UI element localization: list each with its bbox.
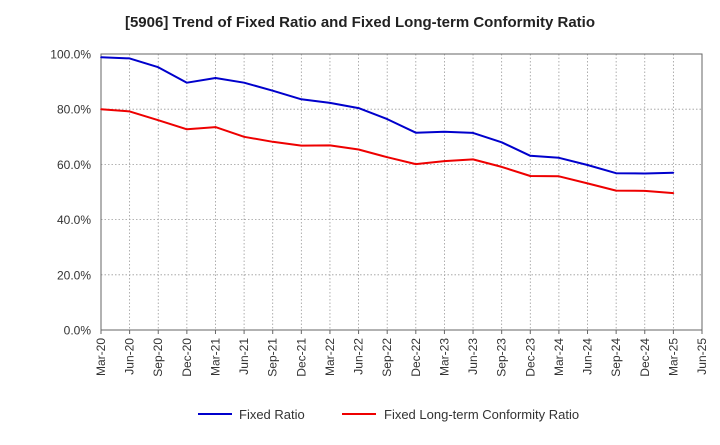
data-point: [672, 171, 675, 174]
x-tick-label: Mar-23: [437, 338, 451, 376]
data-point: [586, 182, 589, 185]
y-tick-label: 20.0%: [57, 268, 91, 282]
data-point: [558, 156, 560, 159]
x-tick-label: Jun-23: [466, 338, 480, 375]
data-point: [672, 192, 675, 194]
data-point: [415, 163, 417, 165]
chart-title: [5906] Trend of Fixed Ratio and Fixed Lo…: [124, 14, 596, 31]
x-tick-label: Jun-24: [581, 338, 595, 375]
data-point: [615, 172, 617, 175]
y-tick-label: 0.0%: [64, 324, 92, 338]
data-point: [643, 172, 646, 175]
data-point: [586, 164, 589, 166]
legend-label: Fixed Long-term Conformity Ratio: [384, 407, 579, 422]
x-tick-label: Sep-21: [266, 338, 280, 377]
x-tick-label: Jun-22: [352, 338, 366, 375]
data-point: [529, 155, 532, 157]
data-point: [415, 131, 417, 134]
data-point: [100, 56, 102, 59]
legend-label: Fixed Ratio: [239, 407, 305, 422]
data-point: [300, 144, 303, 147]
x-tick-label: Dec-21: [294, 338, 308, 377]
plot-area: [101, 54, 702, 330]
data-point: [357, 148, 360, 151]
data-point: [357, 107, 360, 109]
x-tick-label: Mar-21: [208, 338, 222, 376]
y-tick-label: 100.0%: [50, 48, 91, 62]
x-tick-label: Mar-20: [94, 338, 108, 376]
data-point: [443, 160, 446, 162]
x-tick-label: Mar-22: [323, 338, 337, 376]
data-point: [386, 118, 388, 120]
data-point: [100, 108, 102, 110]
data-point: [186, 81, 188, 84]
data-point: [529, 175, 532, 177]
data-point: [186, 128, 188, 131]
data-point: [500, 166, 503, 168]
plot-frame: [100, 53, 703, 331]
data-point: [615, 189, 617, 192]
data-point: [214, 126, 217, 128]
data-point: [300, 98, 303, 101]
x-tick-label: Sep-24: [609, 338, 623, 377]
data-point: [558, 175, 560, 178]
data-point: [329, 102, 331, 104]
data-point: [643, 190, 646, 192]
x-tick-label: Jun-20: [123, 338, 137, 375]
x-tick-label: Jun-25: [695, 338, 709, 375]
x-tick-label: Mar-25: [666, 338, 680, 376]
y-tick-label: 40.0%: [57, 213, 91, 227]
x-tick-label: Sep-22: [380, 338, 394, 377]
x-tick-label: Dec-22: [409, 338, 423, 377]
data-point: [243, 81, 245, 84]
data-point: [443, 131, 446, 133]
x-tick-label: Jun-21: [237, 338, 251, 375]
data-point: [386, 156, 388, 159]
data-point: [243, 136, 245, 138]
data-point: [157, 119, 160, 122]
x-tick-label: Dec-20: [180, 338, 194, 377]
data-point: [271, 89, 274, 92]
x-tick-label: Dec-24: [638, 338, 652, 377]
x-tick-label: Mar-24: [552, 338, 566, 376]
y-tick-label: 80.0%: [57, 103, 91, 117]
data-point: [329, 144, 331, 147]
data-point: [214, 77, 217, 79]
data-point: [128, 110, 131, 113]
y-tick-label: 60.0%: [57, 158, 91, 172]
x-tick-label: Sep-20: [151, 338, 165, 377]
data-point: [500, 141, 503, 144]
x-tick-label: Sep-23: [495, 338, 509, 377]
data-point: [472, 132, 474, 134]
data-point: [128, 57, 131, 60]
data-point: [157, 66, 160, 69]
data-point: [472, 158, 474, 161]
x-tick-label: Dec-23: [523, 338, 537, 377]
data-point: [271, 140, 274, 143]
